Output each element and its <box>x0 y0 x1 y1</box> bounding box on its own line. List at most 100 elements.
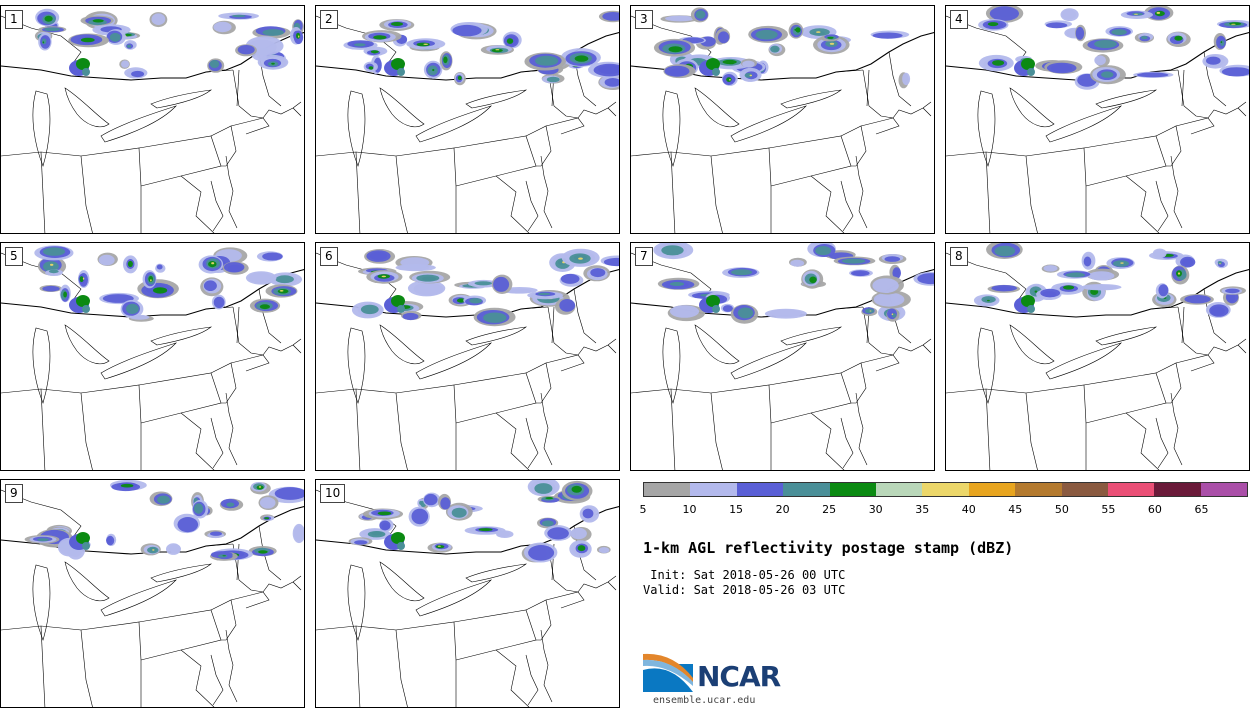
reflectivity-echo <box>506 38 514 44</box>
map-boundary-line <box>985 151 991 233</box>
member-panel-3: 3 <box>630 5 935 234</box>
map-boundary-line <box>465 563 528 583</box>
map-boundary-line <box>860 354 900 372</box>
map-boundary-line <box>662 90 681 167</box>
member-map <box>1 245 304 470</box>
map-boundary-line <box>230 117 270 135</box>
map-boundary-line <box>80 621 142 707</box>
member-map <box>946 243 1249 470</box>
reflectivity-echo <box>381 275 386 278</box>
map-boundary-line <box>180 412 215 470</box>
map-boundary-line <box>292 581 302 591</box>
reflectivity-echo <box>992 60 1005 66</box>
map-boundary-line <box>100 105 178 143</box>
reflectivity-echo <box>391 58 405 70</box>
colorbar-swatch <box>690 483 737 496</box>
map-boundary-line <box>80 384 142 470</box>
reflectivity-echo <box>98 254 115 266</box>
reflectivity-echo <box>604 78 619 87</box>
colorbar-tick-label: 60 <box>1147 503 1162 516</box>
reflectivity-echo <box>1075 26 1085 40</box>
reflectivity-echo <box>156 264 163 270</box>
map-boundary-line <box>520 306 549 310</box>
map-boundary-line <box>525 599 552 641</box>
map-boundary-line <box>32 90 51 167</box>
reflectivity-echo <box>368 66 374 70</box>
map-boundary-line <box>64 324 110 365</box>
reflectivity-echo <box>917 273 934 285</box>
map-boundary-line <box>573 288 597 344</box>
reflectivity-echo <box>491 48 503 53</box>
reflectivity-echo <box>203 280 217 291</box>
reflectivity-echo <box>1063 285 1075 290</box>
reflectivity-echo <box>538 292 551 296</box>
reflectivity-echo <box>369 66 372 68</box>
reflectivity-echo <box>1101 71 1114 78</box>
reflectivity-echo <box>810 279 814 282</box>
reflectivity-echo <box>496 530 510 537</box>
map-boundary-line <box>180 175 215 233</box>
reflectivity-echo <box>227 264 243 273</box>
map-boundary-line <box>64 87 110 128</box>
reflectivity-echo <box>483 528 489 530</box>
ncar-logo: NCAR <box>643 652 803 696</box>
reflectivity-echo <box>598 547 610 554</box>
map-boundary-line <box>577 338 617 356</box>
reflectivity-echo <box>377 511 392 516</box>
map-boundary-line <box>40 625 46 707</box>
reflectivity-echo <box>1206 56 1221 65</box>
map-boundary-line <box>225 155 238 229</box>
reflectivity-echo <box>669 68 688 77</box>
map-boundary-line <box>525 362 552 404</box>
reflectivity-echo <box>559 299 576 312</box>
reflectivity-echo <box>79 276 84 283</box>
colorbar-tick-label: 30 <box>868 503 883 516</box>
map-boundary-line <box>977 327 996 404</box>
reflectivity-echo <box>884 256 901 262</box>
member-map <box>631 7 934 233</box>
reflectivity-echo <box>665 15 695 22</box>
reflectivity-echo <box>1221 67 1249 77</box>
reflectivity-echo <box>742 60 755 68</box>
map-boundary-line <box>545 591 585 609</box>
colorbar-tick-label: 5 <box>639 503 647 516</box>
map-boundary-line <box>1009 87 1055 128</box>
reflectivity-echo <box>437 545 441 547</box>
colorbar-swatch <box>783 483 830 496</box>
map-boundary-line <box>210 599 237 641</box>
reflectivity-echo <box>76 532 90 544</box>
colorbar-swatch <box>1015 483 1062 496</box>
map-boundary-line <box>1025 384 1087 470</box>
reflectivity-echo <box>816 31 821 33</box>
reflectivity-echo <box>44 27 60 32</box>
map-boundary-line <box>551 306 555 344</box>
member-number-label: 1 <box>5 10 23 29</box>
reflectivity-echo <box>76 58 90 70</box>
member-number-label: 6 <box>320 247 338 266</box>
reflectivity-echo <box>80 37 95 43</box>
reflectivity-echo <box>275 275 294 284</box>
map-boundary-line <box>453 372 537 424</box>
reflectivity-echo <box>712 68 720 76</box>
map-boundary-line <box>525 180 539 232</box>
member-panel-2: 2 <box>315 5 620 234</box>
reflectivity-echo <box>360 304 379 315</box>
ncar-swoosh-icon <box>643 653 693 692</box>
reflectivity-echo <box>1093 290 1097 293</box>
map-boundary-line <box>100 579 178 617</box>
reflectivity-echo <box>795 27 801 33</box>
reflectivity-echo <box>106 537 113 544</box>
map-boundary-line <box>922 107 932 117</box>
reflectivity-echo <box>483 312 507 323</box>
map-boundary-line <box>236 69 240 107</box>
reflectivity-echo <box>423 43 428 45</box>
map-boundary-line <box>292 344 302 354</box>
map-boundary-line <box>892 101 932 119</box>
map-boundary-line <box>495 649 530 707</box>
map-boundary-line <box>495 175 530 233</box>
reflectivity-echo <box>120 483 134 488</box>
reflectivity-echo <box>153 287 168 294</box>
reflectivity-echo <box>82 277 85 280</box>
reflectivity-echo <box>560 273 580 284</box>
map-boundary-line <box>347 564 366 641</box>
